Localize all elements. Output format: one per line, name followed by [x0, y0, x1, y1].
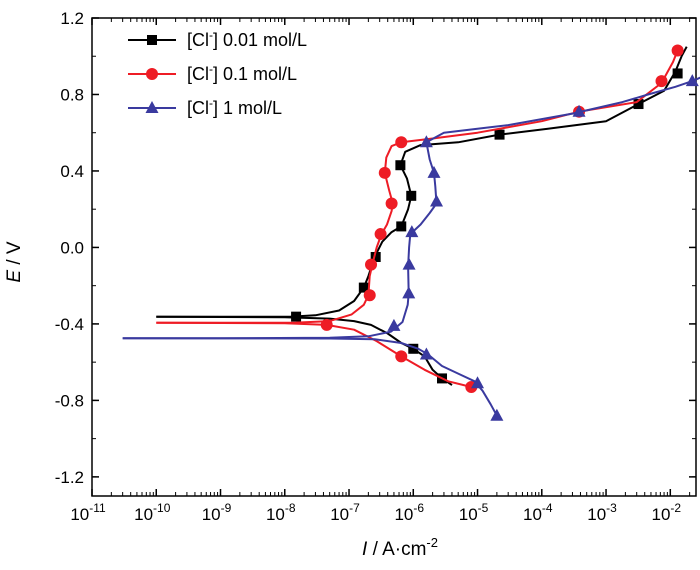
series-line-cathodic [156, 315, 453, 386]
series-1 [156, 46, 688, 386]
data-point [363, 289, 376, 302]
y-axis: 1.2 0.8 0.4 0.0 -0.4 -0.8 -1.2 [55, 9, 696, 487]
y-axis-title: E / V [4, 241, 25, 283]
series-line-cathodic [156, 321, 472, 388]
data-point [291, 311, 302, 322]
data-point [395, 136, 408, 149]
series-line-anodic [156, 46, 688, 318]
series-3 [122, 74, 700, 421]
legend-item-1: [Cl-] 0.01 mol/L [128, 28, 307, 50]
legend-marker [146, 68, 158, 80]
legend-label: [Cl-] 0.01 mol/L [187, 28, 307, 50]
data-point [430, 194, 444, 207]
x-axis-title: I / A·cm-2 [362, 535, 438, 560]
y-tick-label: 1.2 [60, 9, 84, 28]
data-point [402, 286, 416, 299]
data-point [320, 318, 333, 331]
data-point [385, 197, 398, 210]
x-axis: 10-11 10-10 10-9 10-8 10-7 10-6 10-5 10-4 10-3 10… [70, 18, 691, 524]
y-tick-label: -0.8 [55, 391, 84, 410]
x-tick-label: 10-11 [70, 501, 106, 524]
x-tick-label: 10-7 [330, 501, 360, 524]
x-tick-label: 10-8 [266, 501, 296, 524]
data-point [685, 74, 699, 87]
data-point [358, 282, 369, 293]
data-point [365, 258, 378, 271]
y-tick-label: -1.2 [55, 468, 84, 487]
plot-area [91, 17, 697, 497]
x-tick-label: 10-3 [587, 501, 617, 524]
data-point [408, 343, 419, 354]
plot-frame [91, 17, 697, 497]
data-point [405, 225, 419, 238]
data-point [633, 99, 644, 110]
data-point [427, 165, 441, 178]
data-point [370, 252, 381, 262]
legend-item-3: [Cl-] 1 mol/L [128, 96, 282, 118]
data-point [395, 350, 408, 363]
data-point [406, 190, 417, 201]
y-tick-label: 0.0 [60, 238, 84, 257]
series-line-anodic [122, 76, 700, 340]
series-layer [122, 44, 700, 421]
legend-marker [145, 101, 159, 113]
series-2 [156, 44, 684, 394]
legend-marker [147, 35, 157, 45]
legend-item-2: [Cl-] 0.1 mol/L [128, 62, 297, 84]
x-tick-label: 10-10 [134, 501, 171, 524]
data-point [374, 228, 387, 241]
series-line-cathodic [122, 337, 498, 417]
data-point [419, 347, 433, 360]
data-point [419, 135, 433, 148]
y-tick-label: 0.8 [60, 85, 84, 104]
legend-label: [Cl-] 1 mol/L [187, 96, 282, 118]
data-point [378, 166, 391, 179]
data-point [490, 408, 504, 421]
data-point [655, 75, 668, 88]
data-point [395, 160, 406, 171]
data-point [471, 376, 485, 389]
x-tick-label: 10-6 [394, 501, 424, 524]
legend: [Cl-] 0.01 mol/L [Cl-] 0.1 mol/L [Cl-] 1 m… [128, 28, 307, 118]
x-tick-label: 10-4 [523, 501, 553, 524]
data-point [671, 44, 684, 57]
data-point [494, 129, 505, 140]
data-point [396, 221, 407, 232]
y-tick-label: -0.4 [55, 315, 84, 334]
series-line-anodic [156, 50, 679, 324]
data-point [402, 257, 416, 270]
x-tick-label: 10-9 [202, 501, 232, 524]
y-tick-label: 0.4 [60, 162, 84, 181]
data-point [572, 104, 586, 117]
x-tick-label: 10-2 [652, 501, 682, 524]
data-point [672, 68, 683, 79]
x-tick-label: 10-5 [459, 501, 489, 524]
legend-label: [Cl-] 0.1 mol/L [187, 62, 297, 84]
data-point [387, 318, 401, 331]
